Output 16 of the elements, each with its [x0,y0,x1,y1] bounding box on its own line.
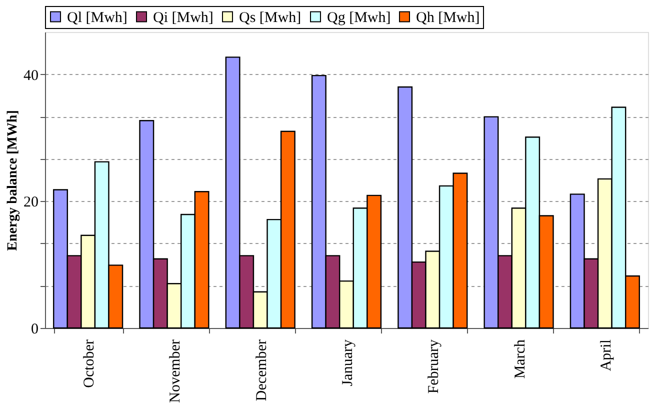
legend-label: Ql [Mwh] [67,10,128,26]
x-tick-label: January [340,339,356,386]
x-tick-label: October [82,339,98,388]
legend-label: Qg [Mwh] [327,10,391,26]
x-tick-label: April [598,340,614,372]
x-tick-label: December [254,340,270,402]
x-tick-label: November [168,339,184,403]
legend-label: Qi [Mwh] [153,10,214,26]
x-tick-label: February [426,339,442,394]
y-axis-title: Energy balance [MWh] [6,110,20,251]
y-tick-label: 0 [31,322,38,338]
legend-label: Qs [Mwh] [239,10,302,26]
legend-label: Qh [Mwh] [416,10,480,26]
x-tick-label: March [512,339,528,379]
y-tick-label: 20 [24,194,38,211]
y-tick-label: 40 [24,68,38,84]
